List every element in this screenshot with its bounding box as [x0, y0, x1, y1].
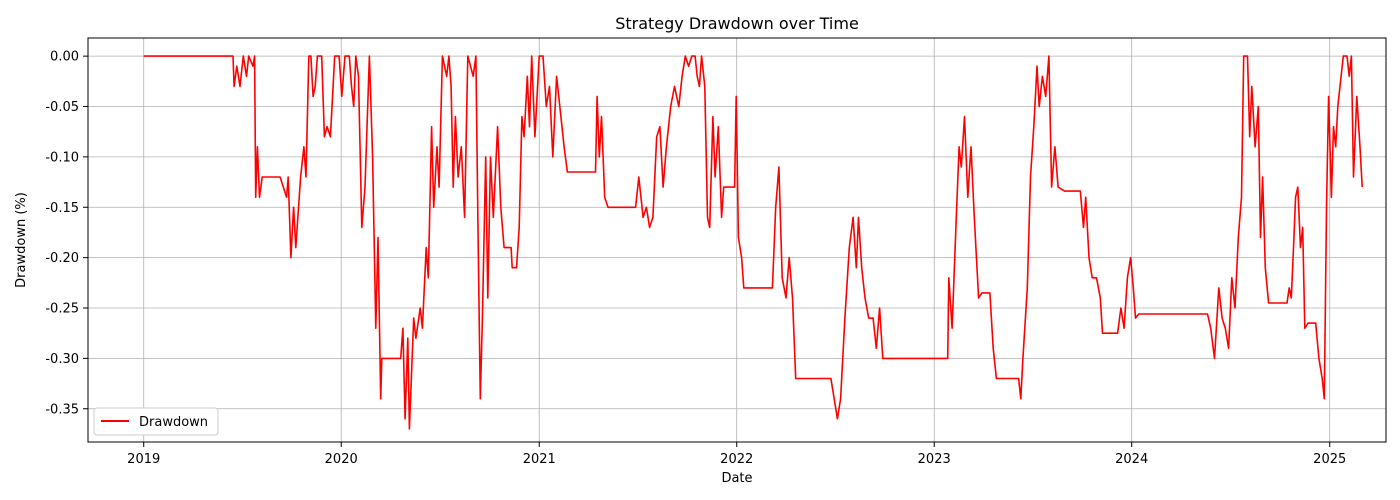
x-tick-label: 2021 [523, 452, 556, 467]
x-tick-label: 2022 [720, 452, 753, 467]
y-tick-label: -0.10 [45, 150, 79, 165]
plot-frame [87, 37, 1387, 443]
series-line-drawdown [143, 55, 1363, 430]
x-tick-label: 2020 [325, 452, 358, 467]
x-axis-title: Date [721, 471, 752, 486]
x-tick-label: 2023 [918, 452, 951, 467]
y-tick-label: -0.15 [45, 201, 79, 216]
legend-label-drawdown: Drawdown [139, 415, 208, 430]
chart-title: Strategy Drawdown over Time [615, 14, 859, 33]
y-tick-label: -0.35 [45, 402, 79, 417]
y-tick-label: 0.00 [50, 50, 79, 65]
x-tick-label: 2019 [127, 452, 160, 467]
y-tick-label: -0.30 [45, 352, 79, 367]
x-tick-label: 2024 [1115, 452, 1148, 467]
x-tick-label: 2025 [1313, 452, 1346, 467]
y-axis-title: Drawdown (%) [14, 192, 29, 288]
y-tick-label: -0.25 [45, 302, 79, 317]
y-tick-label: -0.20 [45, 251, 79, 266]
y-tick-label: -0.05 [45, 100, 79, 115]
legend: Drawdown [93, 407, 219, 436]
series-lines [143, 55, 1363, 430]
legend-box [93, 407, 219, 436]
axis-ticks: 2019 2020 2021 2022 2023 2024 2025 0.00 -0.05 -0.… [45, 50, 1346, 467]
